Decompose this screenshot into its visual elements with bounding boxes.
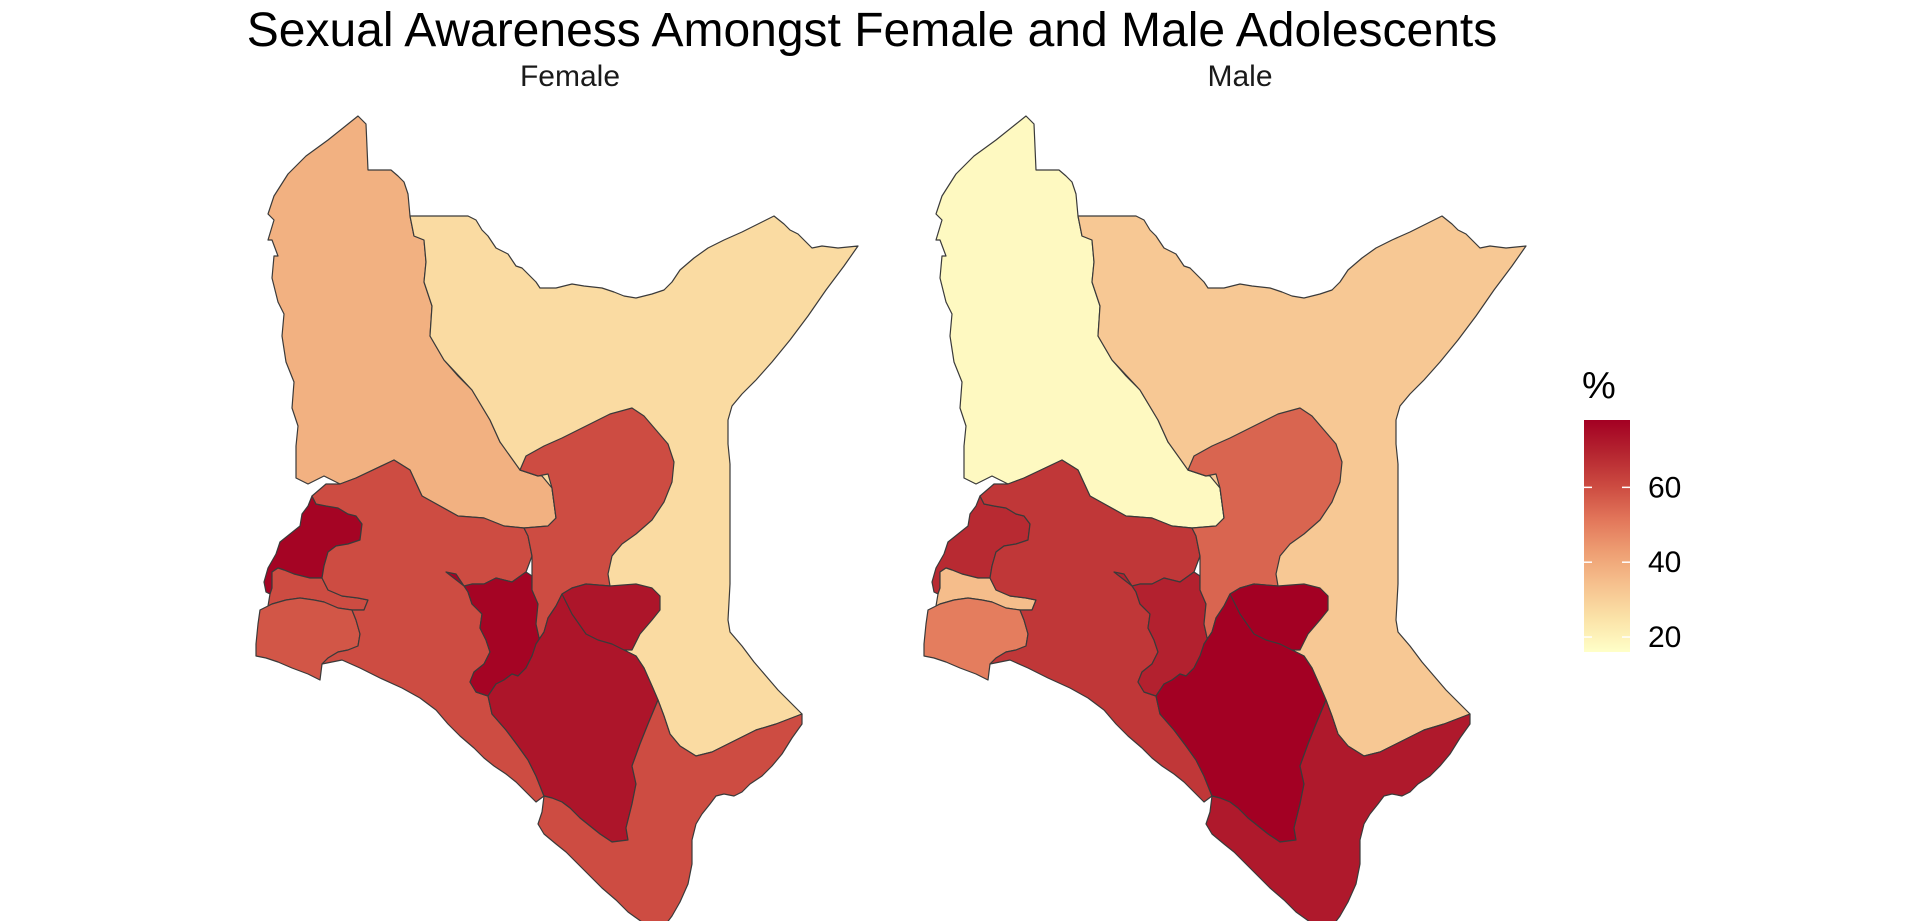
male-region-coast bbox=[1205, 699, 1471, 921]
legend-title: % bbox=[1582, 365, 1616, 407]
female-region-coast bbox=[537, 699, 803, 921]
legend-tick-label-60: 60 bbox=[1648, 471, 1681, 504]
male-region-west-low bbox=[923, 597, 1029, 681]
female-panel: Female bbox=[255, 60, 859, 921]
panel-label-male: Male bbox=[1207, 60, 1272, 93]
color-legend: % 20 40 60 bbox=[1582, 365, 1681, 654]
female-map bbox=[255, 115, 859, 921]
legend-ticks: 20 40 60 bbox=[1584, 471, 1681, 654]
female-region-east-mid bbox=[519, 407, 675, 645]
male-region-east-mid bbox=[1187, 407, 1343, 645]
legend-tick-label-40: 40 bbox=[1648, 546, 1681, 579]
legend-color-bar bbox=[1584, 420, 1630, 652]
female-region-west-low bbox=[255, 597, 361, 681]
panel-label-female: Female bbox=[520, 60, 620, 93]
male-map bbox=[923, 115, 1527, 921]
legend-tick-label-20: 20 bbox=[1648, 621, 1681, 654]
male-panel: Male bbox=[923, 60, 1527, 921]
figure-title: Sexual Awareness Amongst Female and Male… bbox=[247, 4, 1498, 57]
